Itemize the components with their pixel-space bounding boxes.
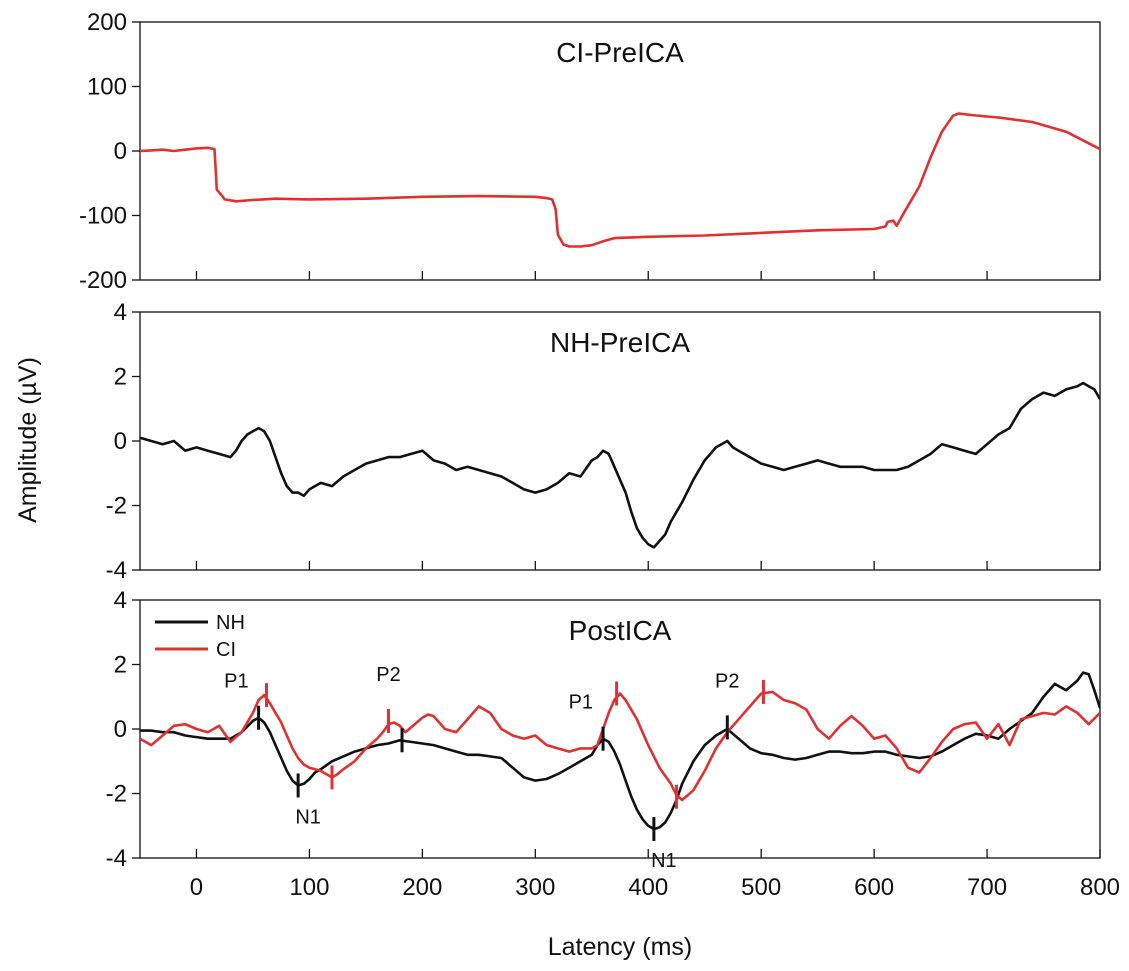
series-line-nh — [140, 671, 1100, 831]
y-tick-label: 0 — [114, 428, 127, 455]
y-tick-label: 4 — [114, 299, 127, 326]
y-tick-label: 0 — [114, 138, 127, 165]
x-tick-label: 600 — [854, 874, 894, 901]
y-tick-label: -2 — [106, 781, 127, 808]
panel-title: NH-PreICA — [550, 327, 690, 358]
peak-label: P1 — [569, 692, 593, 714]
peak-label: N1 — [651, 850, 677, 872]
panel-2: 4 2 0 -2 -4 NH-PreICA — [106, 299, 1101, 584]
y-tick-label: -4 — [106, 557, 127, 584]
y-tick-label: 0 — [114, 716, 127, 743]
panel-3: 0 100 200 300 400 500 600 700 800 4 2 0 -2 -4 PostICA N… — [106, 587, 1120, 901]
series-line-ci — [140, 690, 1100, 802]
x-tick-label: 500 — [741, 874, 781, 901]
y-tick-label: -100 — [79, 203, 127, 230]
x-tick-label: 100 — [289, 874, 329, 901]
panel-1: 200 100 0 -100 -200 CI-PreICA — [79, 9, 1101, 294]
peak-label: P2 — [715, 670, 739, 692]
peak-label: P1 — [224, 671, 248, 693]
y-tick-label: -4 — [106, 845, 127, 872]
peak-label: N1 — [295, 806, 321, 828]
x-tick-label: 400 — [628, 874, 668, 901]
legend-label: NH — [216, 612, 245, 634]
x-tick-label: 700 — [967, 874, 1007, 901]
x-axis-title: Latency (ms) — [548, 933, 692, 961]
y-tick-label: -200 — [79, 267, 127, 294]
x-tick-label: 0 — [190, 874, 203, 901]
x-tick-label: 200 — [402, 874, 442, 901]
panel-title: PostICA — [569, 615, 672, 646]
panels-layer: 2001000-100-200CI-PreICA420-2-4NH-PreICA… — [79, 9, 1120, 901]
panel-title: CI-PreICA — [556, 37, 684, 68]
peak-label: P2 — [376, 664, 400, 686]
y-axis-title: Amplitude (µV) — [14, 357, 42, 523]
x-tick-label: 300 — [515, 874, 555, 901]
series-line-nh — [140, 381, 1100, 549]
series-line-ci — [140, 112, 1100, 248]
y-tick-label: 200 — [87, 9, 127, 36]
y-tick-label: -2 — [106, 493, 127, 520]
legend-label: CI — [216, 639, 236, 661]
y-tick-label: 4 — [114, 587, 127, 614]
y-tick-label: 2 — [114, 652, 127, 679]
y-tick-label: 2 — [114, 364, 127, 391]
x-tick-label: 800 — [1080, 874, 1120, 901]
y-tick-label: 100 — [87, 74, 127, 101]
